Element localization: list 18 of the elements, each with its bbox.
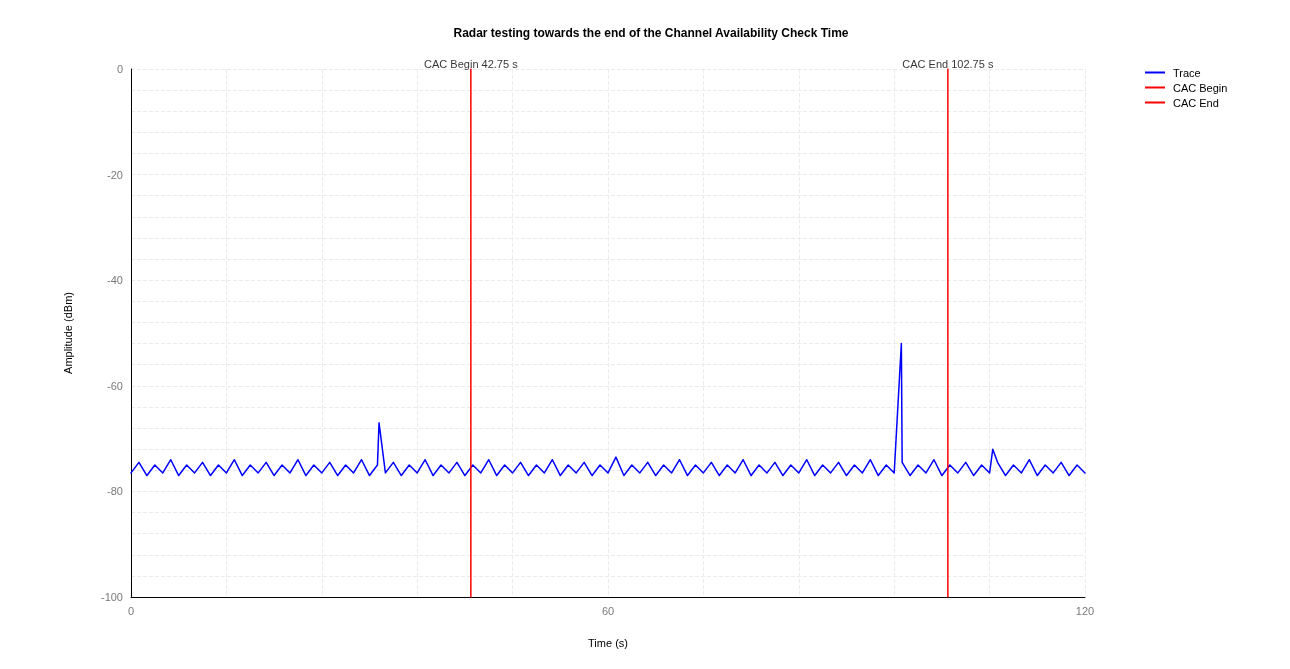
y-axis-title: Amplitude (dBm) — [61, 292, 74, 374]
x-tick-label: 120 — [1075, 604, 1095, 617]
annotation: CAC End 102.75 s — [902, 57, 994, 70]
x-tick-label: 60 — [601, 604, 615, 617]
annotation: CAC Begin 42.75 s — [424, 57, 519, 70]
x-tick-label: 0 — [127, 604, 135, 617]
y-tick-label: -100 — [100, 591, 123, 603]
line-series — [130, 342, 1086, 477]
legend-label: CAC Begin — [1173, 81, 1228, 94]
y-tick-label: -60 — [107, 379, 123, 392]
y-tick-label: 0 — [116, 63, 123, 75]
legend-label: Trace — [1173, 66, 1201, 79]
x-axis-title: Time (s) — [588, 636, 628, 649]
y-tick-label: -20 — [107, 168, 123, 181]
chart-title: Radar testing towards the end of the Channel Availability Check Time — [453, 26, 849, 40]
y-tick-label: -40 — [107, 274, 123, 287]
y-tick-label: -80 — [107, 485, 123, 498]
legend-label: CAC End — [1173, 96, 1219, 109]
